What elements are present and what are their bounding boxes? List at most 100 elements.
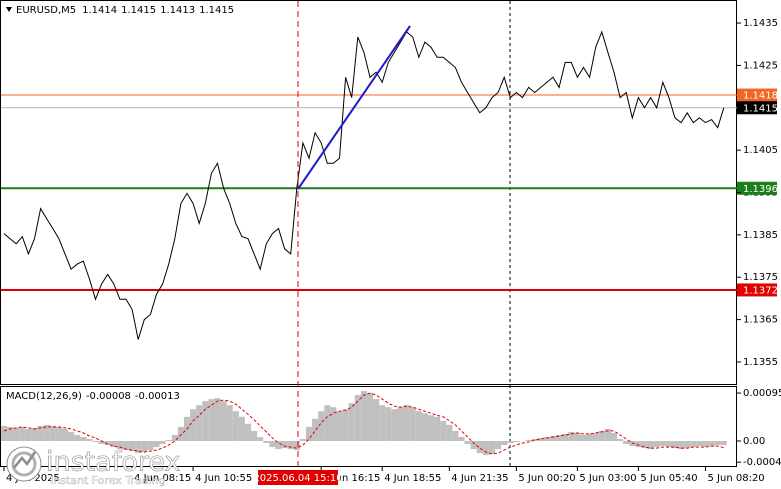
macd-bar bbox=[391, 409, 398, 442]
macd-header: MACD(12,26,9) -0.00008 -0.00013 bbox=[6, 391, 180, 402]
macd-bar bbox=[476, 441, 483, 454]
macd-panel-frame bbox=[0, 386, 737, 467]
macd-bar bbox=[74, 434, 81, 442]
macd-bar bbox=[495, 441, 502, 450]
macd-bar bbox=[159, 441, 166, 445]
macd-bar bbox=[714, 441, 721, 446]
macd-bar bbox=[592, 432, 599, 442]
y-tick-label: 1.1425 bbox=[743, 60, 778, 71]
y-tick-label: 1.1385 bbox=[743, 230, 778, 241]
macd-bar bbox=[281, 441, 288, 449]
macd-bar bbox=[287, 441, 294, 450]
macd-bar bbox=[251, 430, 258, 442]
chart-header: EURUSD,M5 1.1414 1.1415 1.1413 1.1415 bbox=[16, 5, 234, 16]
level-label-box bbox=[737, 283, 777, 297]
y-tick-label: 1.1435 bbox=[743, 18, 778, 29]
macd-bar bbox=[305, 426, 313, 442]
y-tick-label: 0.00 bbox=[743, 436, 765, 447]
macd-bar bbox=[507, 441, 514, 444]
macd-bar bbox=[665, 441, 672, 448]
macd-bar bbox=[452, 430, 459, 442]
macd-bar bbox=[342, 409, 349, 442]
x-tick-label: 4 Jun 21:35 bbox=[451, 473, 508, 484]
macd-bar bbox=[537, 437, 544, 442]
macd-bar bbox=[68, 431, 75, 442]
macd-bar bbox=[647, 441, 654, 450]
macd-bar bbox=[238, 416, 245, 442]
macd-bar bbox=[696, 441, 703, 447]
logo-arrow bbox=[13, 451, 37, 469]
x-tick-label: 5 Jun 05:40 bbox=[640, 473, 697, 484]
macd-bar bbox=[427, 415, 435, 442]
macd-bar bbox=[488, 441, 496, 455]
macd-bar bbox=[543, 436, 550, 442]
level-label: 1.1372 bbox=[743, 285, 778, 296]
level-label: 1.1415 bbox=[743, 103, 778, 114]
macd-bar bbox=[220, 401, 227, 442]
x-tick-label: 4 Jun 10:55 bbox=[195, 473, 252, 484]
macd-bar bbox=[373, 399, 380, 442]
macd-bar bbox=[678, 441, 685, 450]
macd-bar bbox=[531, 438, 538, 442]
macd-bar bbox=[720, 441, 727, 446]
macd-bar bbox=[110, 441, 117, 448]
price-line bbox=[3, 30, 725, 340]
macd-bar bbox=[312, 418, 319, 442]
symbol: EURUSD,M5 bbox=[16, 5, 76, 16]
collapse-arrow[interactable] bbox=[6, 7, 12, 12]
high: 1.1415 bbox=[121, 5, 156, 16]
macd-bar bbox=[135, 441, 142, 454]
macd-bar bbox=[360, 391, 367, 442]
macd-bar bbox=[226, 405, 233, 442]
price-panel-frame bbox=[0, 0, 737, 385]
macd-bar bbox=[415, 411, 422, 442]
macd-bar bbox=[263, 441, 270, 444]
macd-bar bbox=[141, 441, 148, 453]
y-tick-label: 1.1405 bbox=[743, 145, 778, 156]
macd-bar bbox=[232, 411, 239, 442]
x-tick-label: 4 Jun 16:15 bbox=[323, 473, 380, 484]
level-label-box bbox=[737, 181, 777, 195]
macd-bar bbox=[13, 427, 20, 442]
x-tick-label: 5 Jun 00:20 bbox=[518, 473, 575, 484]
macd-bar bbox=[129, 441, 136, 452]
macd-bar bbox=[653, 441, 660, 448]
macd-bar bbox=[702, 441, 709, 448]
macd-bar bbox=[7, 426, 14, 442]
macd-bar bbox=[202, 401, 209, 442]
macd-bar bbox=[690, 441, 697, 448]
plot-area: 0.00095 0.00 -0.00042 1.1435 1.1425 1.1405 1.1… bbox=[0, 18, 781, 484]
macd-bar bbox=[86, 438, 93, 442]
macd-bar bbox=[43, 424, 50, 442]
crosshair-label-box bbox=[258, 470, 338, 485]
x-tick-label: 4 Jun 08:15 bbox=[134, 473, 191, 484]
macd-bar bbox=[147, 441, 154, 451]
x-tick-label: 5 Jun 03:00 bbox=[579, 473, 636, 484]
macd-bar bbox=[434, 416, 441, 442]
macd-bar bbox=[610, 432, 618, 442]
close: 1.1415 bbox=[199, 5, 234, 16]
macd-bar bbox=[604, 428, 611, 442]
macd-bar bbox=[37, 425, 44, 442]
open: 1.1414 bbox=[82, 5, 117, 16]
watermark-tagline: Instant Forex Trading bbox=[50, 474, 166, 487]
macd-bar bbox=[385, 407, 392, 442]
macd-bar bbox=[336, 411, 343, 442]
macd-bar bbox=[165, 440, 172, 442]
macd-bar bbox=[403, 405, 410, 442]
macd-bar bbox=[208, 399, 215, 442]
macd-bar bbox=[635, 441, 642, 448]
macd-bar bbox=[171, 434, 178, 442]
macd-bar bbox=[574, 432, 581, 442]
macd-bar bbox=[330, 407, 337, 442]
macd-bar bbox=[269, 441, 276, 448]
level-label-box bbox=[737, 101, 777, 115]
logo-inner bbox=[11, 451, 37, 477]
signal-line bbox=[3, 392, 724, 455]
y-tick-label: 1.1355 bbox=[743, 357, 778, 368]
signal-value: -0.00013 bbox=[135, 391, 180, 402]
macd-bar bbox=[397, 407, 404, 442]
macd-bar bbox=[190, 409, 197, 442]
macd-bar bbox=[525, 440, 532, 442]
